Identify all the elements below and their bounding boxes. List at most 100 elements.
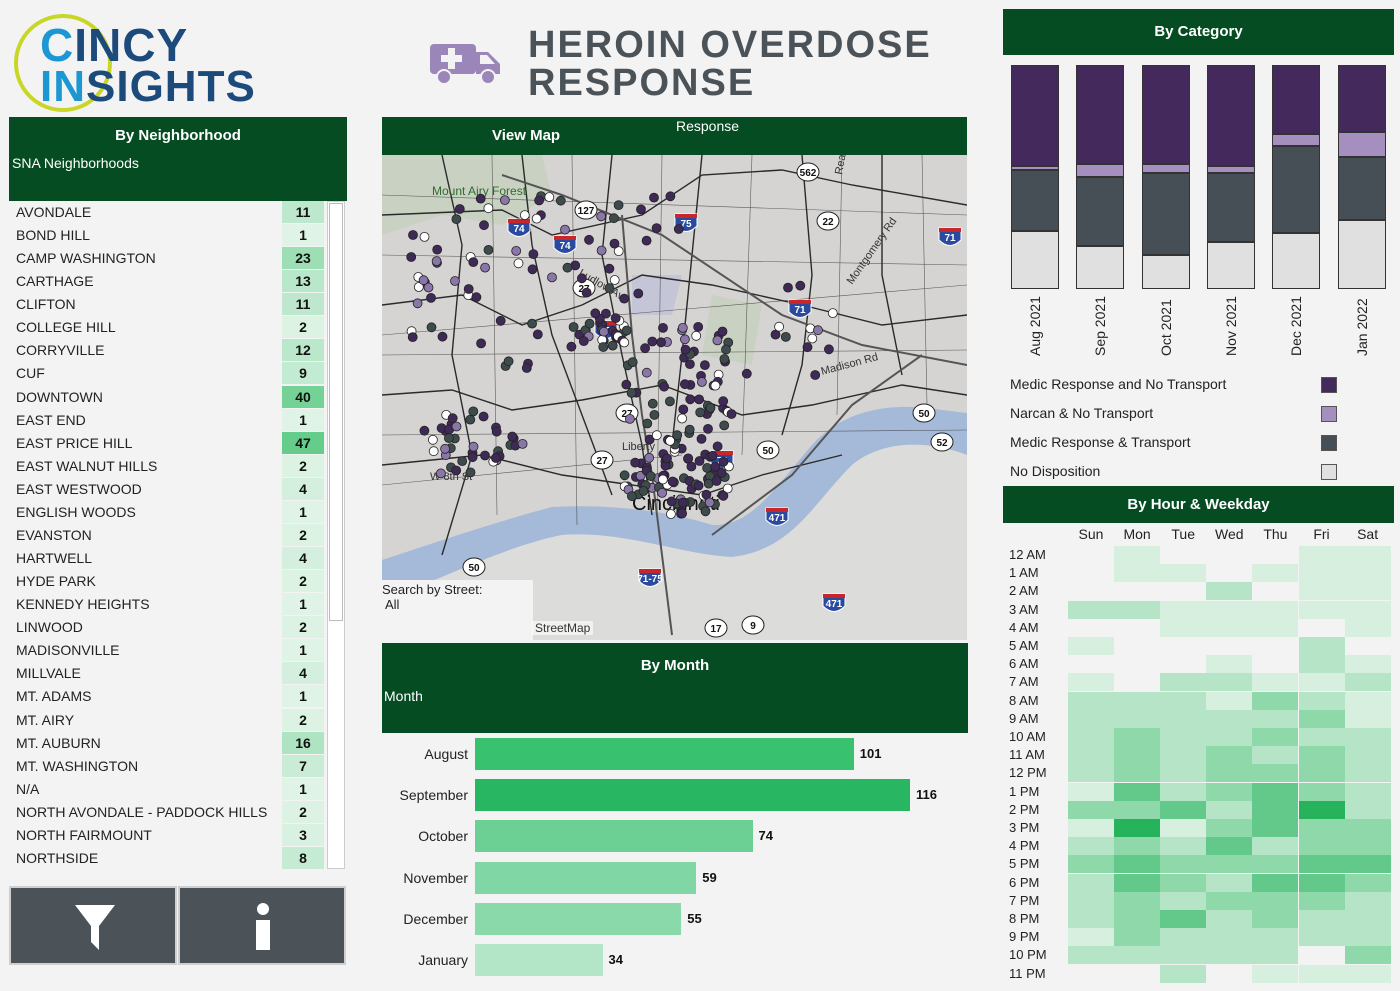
incident-point[interactable]: [431, 256, 442, 266]
incident-point[interactable]: [658, 322, 668, 333]
neighborhood-row[interactable]: MT. ADAMS 1: [10, 685, 324, 708]
heatmap-cell[interactable]: [1252, 728, 1299, 746]
heatmap-cell[interactable]: [1068, 564, 1114, 583]
heatmap-cell[interactable]: [1252, 746, 1299, 765]
incident-point[interactable]: [664, 396, 675, 407]
neighborhood-row[interactable]: EVANSTON 2: [10, 523, 324, 547]
heatmap-cell[interactable]: [1114, 618, 1161, 637]
category-bar-segment[interactable]: [1011, 230, 1059, 289]
heatmap-cell[interactable]: [1206, 819, 1253, 837]
incident-point[interactable]: [705, 402, 716, 413]
heatmap-cell[interactable]: [1206, 746, 1253, 765]
incident-point[interactable]: [454, 204, 465, 214]
incident-point[interactable]: [562, 262, 573, 273]
neighborhood-row[interactable]: CUF 9: [10, 362, 324, 385]
incident-point[interactable]: [717, 326, 728, 337]
map-attribution[interactable]: StreetMap: [532, 621, 594, 635]
incident-point[interactable]: [710, 461, 721, 472]
heatmap-cell[interactable]: [1344, 546, 1391, 564]
filter-button[interactable]: [9, 886, 177, 965]
incident-point[interactable]: [467, 452, 478, 463]
incident-point[interactable]: [568, 322, 579, 332]
incident-point[interactable]: [827, 308, 838, 319]
month-bar[interactable]: [475, 902, 682, 935]
heatmap-cell[interactable]: [1206, 600, 1253, 619]
incident-point[interactable]: [544, 192, 555, 202]
incident-point[interactable]: [418, 275, 429, 286]
incident-point[interactable]: [463, 284, 474, 294]
incident-point[interactable]: [406, 252, 417, 262]
incident-point[interactable]: [647, 398, 658, 409]
heatmap-cell[interactable]: [1068, 910, 1114, 928]
heatmap-cell[interactable]: [1298, 800, 1345, 819]
heatmap-cell[interactable]: [1206, 946, 1253, 965]
heatmap-cell[interactable]: [1068, 946, 1114, 965]
incident-point[interactable]: [598, 326, 609, 337]
incident-point[interactable]: [475, 193, 486, 204]
heatmap-cell[interactable]: [1298, 891, 1345, 910]
incident-point[interactable]: [547, 272, 557, 283]
neighborhood-row[interactable]: EAST END 1: [10, 408, 324, 432]
incident-point[interactable]: [596, 245, 607, 256]
incident-point[interactable]: [478, 411, 489, 422]
neighborhood-row[interactable]: MILLVALE 4: [10, 662, 324, 685]
heatmap-cell[interactable]: [1160, 946, 1207, 965]
incident-point[interactable]: [666, 496, 677, 507]
incident-point[interactable]: [694, 456, 705, 466]
incident-point[interactable]: [691, 330, 702, 341]
heatmap-cell[interactable]: [1344, 800, 1391, 819]
heatmap-cell[interactable]: [1160, 746, 1207, 765]
incident-point[interactable]: [711, 476, 722, 486]
category-bar-segment[interactable]: [1272, 233, 1321, 289]
sna-neighborhoods-filter[interactable]: SNA Neighborhoods: [12, 155, 139, 171]
heatmap-cell[interactable]: [1068, 928, 1114, 947]
incident-point[interactable]: [566, 341, 577, 352]
incident-point[interactable]: [659, 381, 670, 392]
incident-point[interactable]: [598, 342, 609, 352]
incident-point[interactable]: [695, 407, 706, 418]
incident-point[interactable]: [703, 423, 713, 434]
heatmap-cell[interactable]: [1206, 546, 1253, 564]
incident-point[interactable]: [636, 204, 646, 215]
incident-point[interactable]: [700, 506, 711, 517]
heatmap-cell[interactable]: [1160, 546, 1207, 564]
heatmap-cell[interactable]: [1252, 964, 1299, 983]
incident-point[interactable]: [704, 497, 715, 508]
heatmap-cell[interactable]: [1160, 637, 1207, 655]
incident-point[interactable]: [613, 200, 624, 210]
incident-point[interactable]: [644, 452, 655, 463]
heatmap-cell[interactable]: [1298, 837, 1345, 856]
heatmap-cell[interactable]: [1160, 800, 1207, 819]
neighborhood-row[interactable]: MT. AIRY 2: [10, 708, 324, 732]
incident-point[interactable]: [693, 480, 704, 491]
incident-point[interactable]: [651, 430, 662, 441]
heatmap-cell[interactable]: [1114, 782, 1161, 801]
incident-point[interactable]: [621, 379, 632, 390]
incident-point[interactable]: [802, 342, 813, 353]
incident-point[interactable]: [513, 258, 524, 269]
incident-point[interactable]: [576, 273, 587, 284]
incident-point[interactable]: [426, 322, 437, 333]
incident-point[interactable]: [683, 453, 694, 464]
heatmap-cell[interactable]: [1114, 691, 1161, 710]
neighborhood-row[interactable]: KENNEDY HEIGHTS 1: [10, 593, 324, 616]
incident-point[interactable]: [451, 214, 462, 224]
heatmap-cell[interactable]: [1344, 764, 1391, 783]
heatmap-cell[interactable]: [1160, 873, 1207, 892]
category-bar-segment[interactable]: [1076, 246, 1125, 289]
heatmap-cell[interactable]: [1114, 819, 1161, 837]
heatmap-cell[interactable]: [1160, 891, 1207, 910]
heatmap-cell[interactable]: [1252, 782, 1299, 801]
incident-point[interactable]: [672, 430, 683, 441]
incident-point[interactable]: [440, 443, 450, 454]
heatmap-cell[interactable]: [1160, 819, 1207, 837]
incident-point[interactable]: [432, 244, 443, 255]
neighborhood-row[interactable]: NORTHSIDE 8: [10, 846, 324, 870]
heatmap-cell[interactable]: [1114, 673, 1161, 692]
heatmap-cell[interactable]: [1206, 728, 1253, 746]
incident-point[interactable]: [527, 318, 538, 329]
heatmap-cell[interactable]: [1344, 600, 1391, 619]
incident-point[interactable]: [412, 298, 423, 309]
heatmap-cell[interactable]: [1206, 637, 1253, 655]
incident-point[interactable]: [527, 264, 538, 275]
